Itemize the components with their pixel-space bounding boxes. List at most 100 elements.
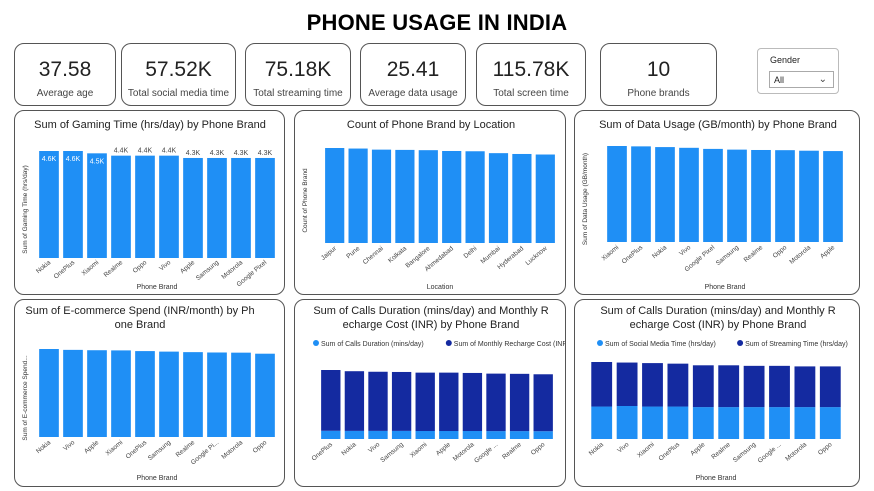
kpi-label: Total social media time — [127, 88, 230, 99]
chart-data-usage: Sum of Data Usage (GB/month) by Phone Br… — [582, 119, 843, 291]
x-tick-label: Samsung — [147, 439, 173, 462]
chart-location: Count of Phone Brand by Location Count of… — [302, 119, 555, 291]
dropdown-value: All — [774, 75, 785, 85]
data-label: 4.4K — [138, 148, 153, 155]
bar — [111, 155, 131, 258]
bar — [255, 157, 275, 258]
bar — [631, 146, 651, 242]
bar-segment — [509, 373, 530, 432]
x-tick-label: Jaipur — [320, 245, 339, 262]
chart-title: Sum of Calls Duration (mins/day) and Mon… — [313, 305, 548, 317]
bar — [418, 150, 438, 243]
x-axis-label: Location — [427, 284, 454, 291]
bar-segment — [794, 366, 816, 408]
data-label: 4.4K — [162, 148, 177, 155]
x-tick-label: Nokia — [35, 439, 53, 455]
bar — [679, 147, 699, 242]
chart-panel-gaming: Sum of Gaming Time (hrs/day) by Phone Br… — [14, 110, 285, 295]
bar-segment — [718, 407, 740, 439]
bar — [231, 352, 251, 437]
x-tick-label: Vivo — [678, 244, 692, 258]
bar — [207, 157, 227, 258]
data-label: 4.3K — [258, 150, 273, 157]
kpi-card-data-usage: 25.41 Average data usage — [360, 43, 466, 106]
bar — [183, 157, 203, 258]
x-tick-label: Xiaomi — [636, 441, 656, 459]
bar-segment — [415, 372, 435, 432]
gender-slicer: Gender All ⌄ — [757, 48, 839, 94]
x-tick-label: Google ... — [473, 441, 499, 465]
x-tick-label: Nokia — [651, 244, 669, 260]
bar — [159, 351, 179, 437]
x-tick-label: Hyderabad — [496, 245, 525, 271]
kpi-card-streaming-time: 75.18K Total streaming time — [245, 43, 351, 106]
chart-ecommerce: Sum of E-commerce Spend (INR/month) by P… — [22, 305, 275, 482]
bar-segment — [533, 374, 553, 432]
data-label: 4.6K — [42, 156, 57, 163]
chart-social-streaming: Sum of Calls Duration (mins/day) and Mon… — [588, 305, 848, 482]
bar-segment — [769, 365, 790, 408]
kpi-card-social-media-time: 57.52K Total social media time — [121, 43, 236, 106]
x-tick-label: Pune — [345, 245, 361, 260]
bar-segment — [819, 366, 841, 408]
bar-segment — [743, 365, 765, 408]
kpi-value: 10 — [646, 58, 671, 81]
bar — [183, 352, 203, 437]
bar-segment — [743, 407, 765, 439]
kpi-label: Total streaming time — [253, 88, 343, 99]
chart-panel-data-usage: Sum of Data Usage (GB/month) by Phone Br… — [574, 110, 860, 295]
bar — [775, 150, 795, 242]
bar-segment — [591, 362, 613, 407]
data-label: 4.6K — [66, 156, 81, 163]
bar-segment — [692, 365, 714, 408]
bar-segment — [794, 407, 816, 439]
bar — [255, 353, 275, 437]
bar — [135, 155, 155, 258]
kpi-label: Total screen time — [493, 88, 569, 99]
bar — [799, 150, 819, 242]
bar — [63, 349, 83, 437]
kpi-card-screen-time: 115.78K Total screen time — [476, 43, 586, 106]
chevron-down-icon[interactable]: ⌄ — [818, 74, 827, 85]
bar-segment — [616, 406, 638, 439]
x-tick-label: Samsung — [715, 244, 741, 267]
x-tick-label: Apple — [83, 439, 101, 455]
x-tick-label: Lucknow — [524, 245, 548, 267]
x-tick-label: Motorola — [220, 439, 244, 461]
gender-dropdown[interactable]: All ⌄ — [769, 71, 834, 88]
x-tick-label: Realme — [175, 439, 197, 459]
kpi-value: 25.41 — [386, 58, 440, 81]
kpi-value: 75.18K — [264, 58, 332, 81]
kpi-value: 37.58 — [38, 58, 92, 81]
x-tick-label: Xiaomi — [105, 439, 125, 457]
x-tick-label: Apple — [179, 259, 197, 275]
x-tick-label: Vivo — [62, 439, 76, 453]
legend-entry: Sum of Streaming Time (hrs/day) — [745, 341, 848, 348]
x-tick-label: Vivo — [616, 441, 630, 455]
bar — [655, 147, 675, 242]
x-tick-label: Vivo — [367, 441, 381, 455]
bar-segment — [486, 431, 506, 439]
bar — [231, 157, 251, 258]
bar-segment — [439, 431, 459, 439]
bar — [207, 352, 227, 437]
x-tick-label: Apple — [819, 244, 837, 260]
legend-marker — [597, 340, 603, 346]
bar-segment — [616, 362, 638, 406]
bar — [727, 149, 747, 242]
bar — [512, 153, 532, 243]
x-tick-label: Nokia — [35, 259, 53, 275]
chart-panel-social-streaming: Sum of Calls Duration (mins/day) and Mon… — [574, 299, 860, 487]
bar — [442, 150, 462, 243]
x-tick-label: Realme — [710, 441, 732, 461]
data-label: 4.4K — [114, 148, 129, 155]
y-axis-label: Sum of Data Usage (GB/month) — [582, 153, 589, 245]
x-tick-label: Oppo — [817, 441, 834, 457]
data-label: 4.3K — [234, 150, 249, 157]
data-label: 4.3K — [186, 150, 201, 157]
x-tick-label: Chennai — [362, 245, 385, 266]
bar-segment — [462, 372, 483, 432]
x-tick-label: Motorola — [788, 244, 812, 266]
x-tick-label: Kolkata — [387, 245, 408, 265]
x-tick-label: Mumbai — [480, 245, 502, 265]
